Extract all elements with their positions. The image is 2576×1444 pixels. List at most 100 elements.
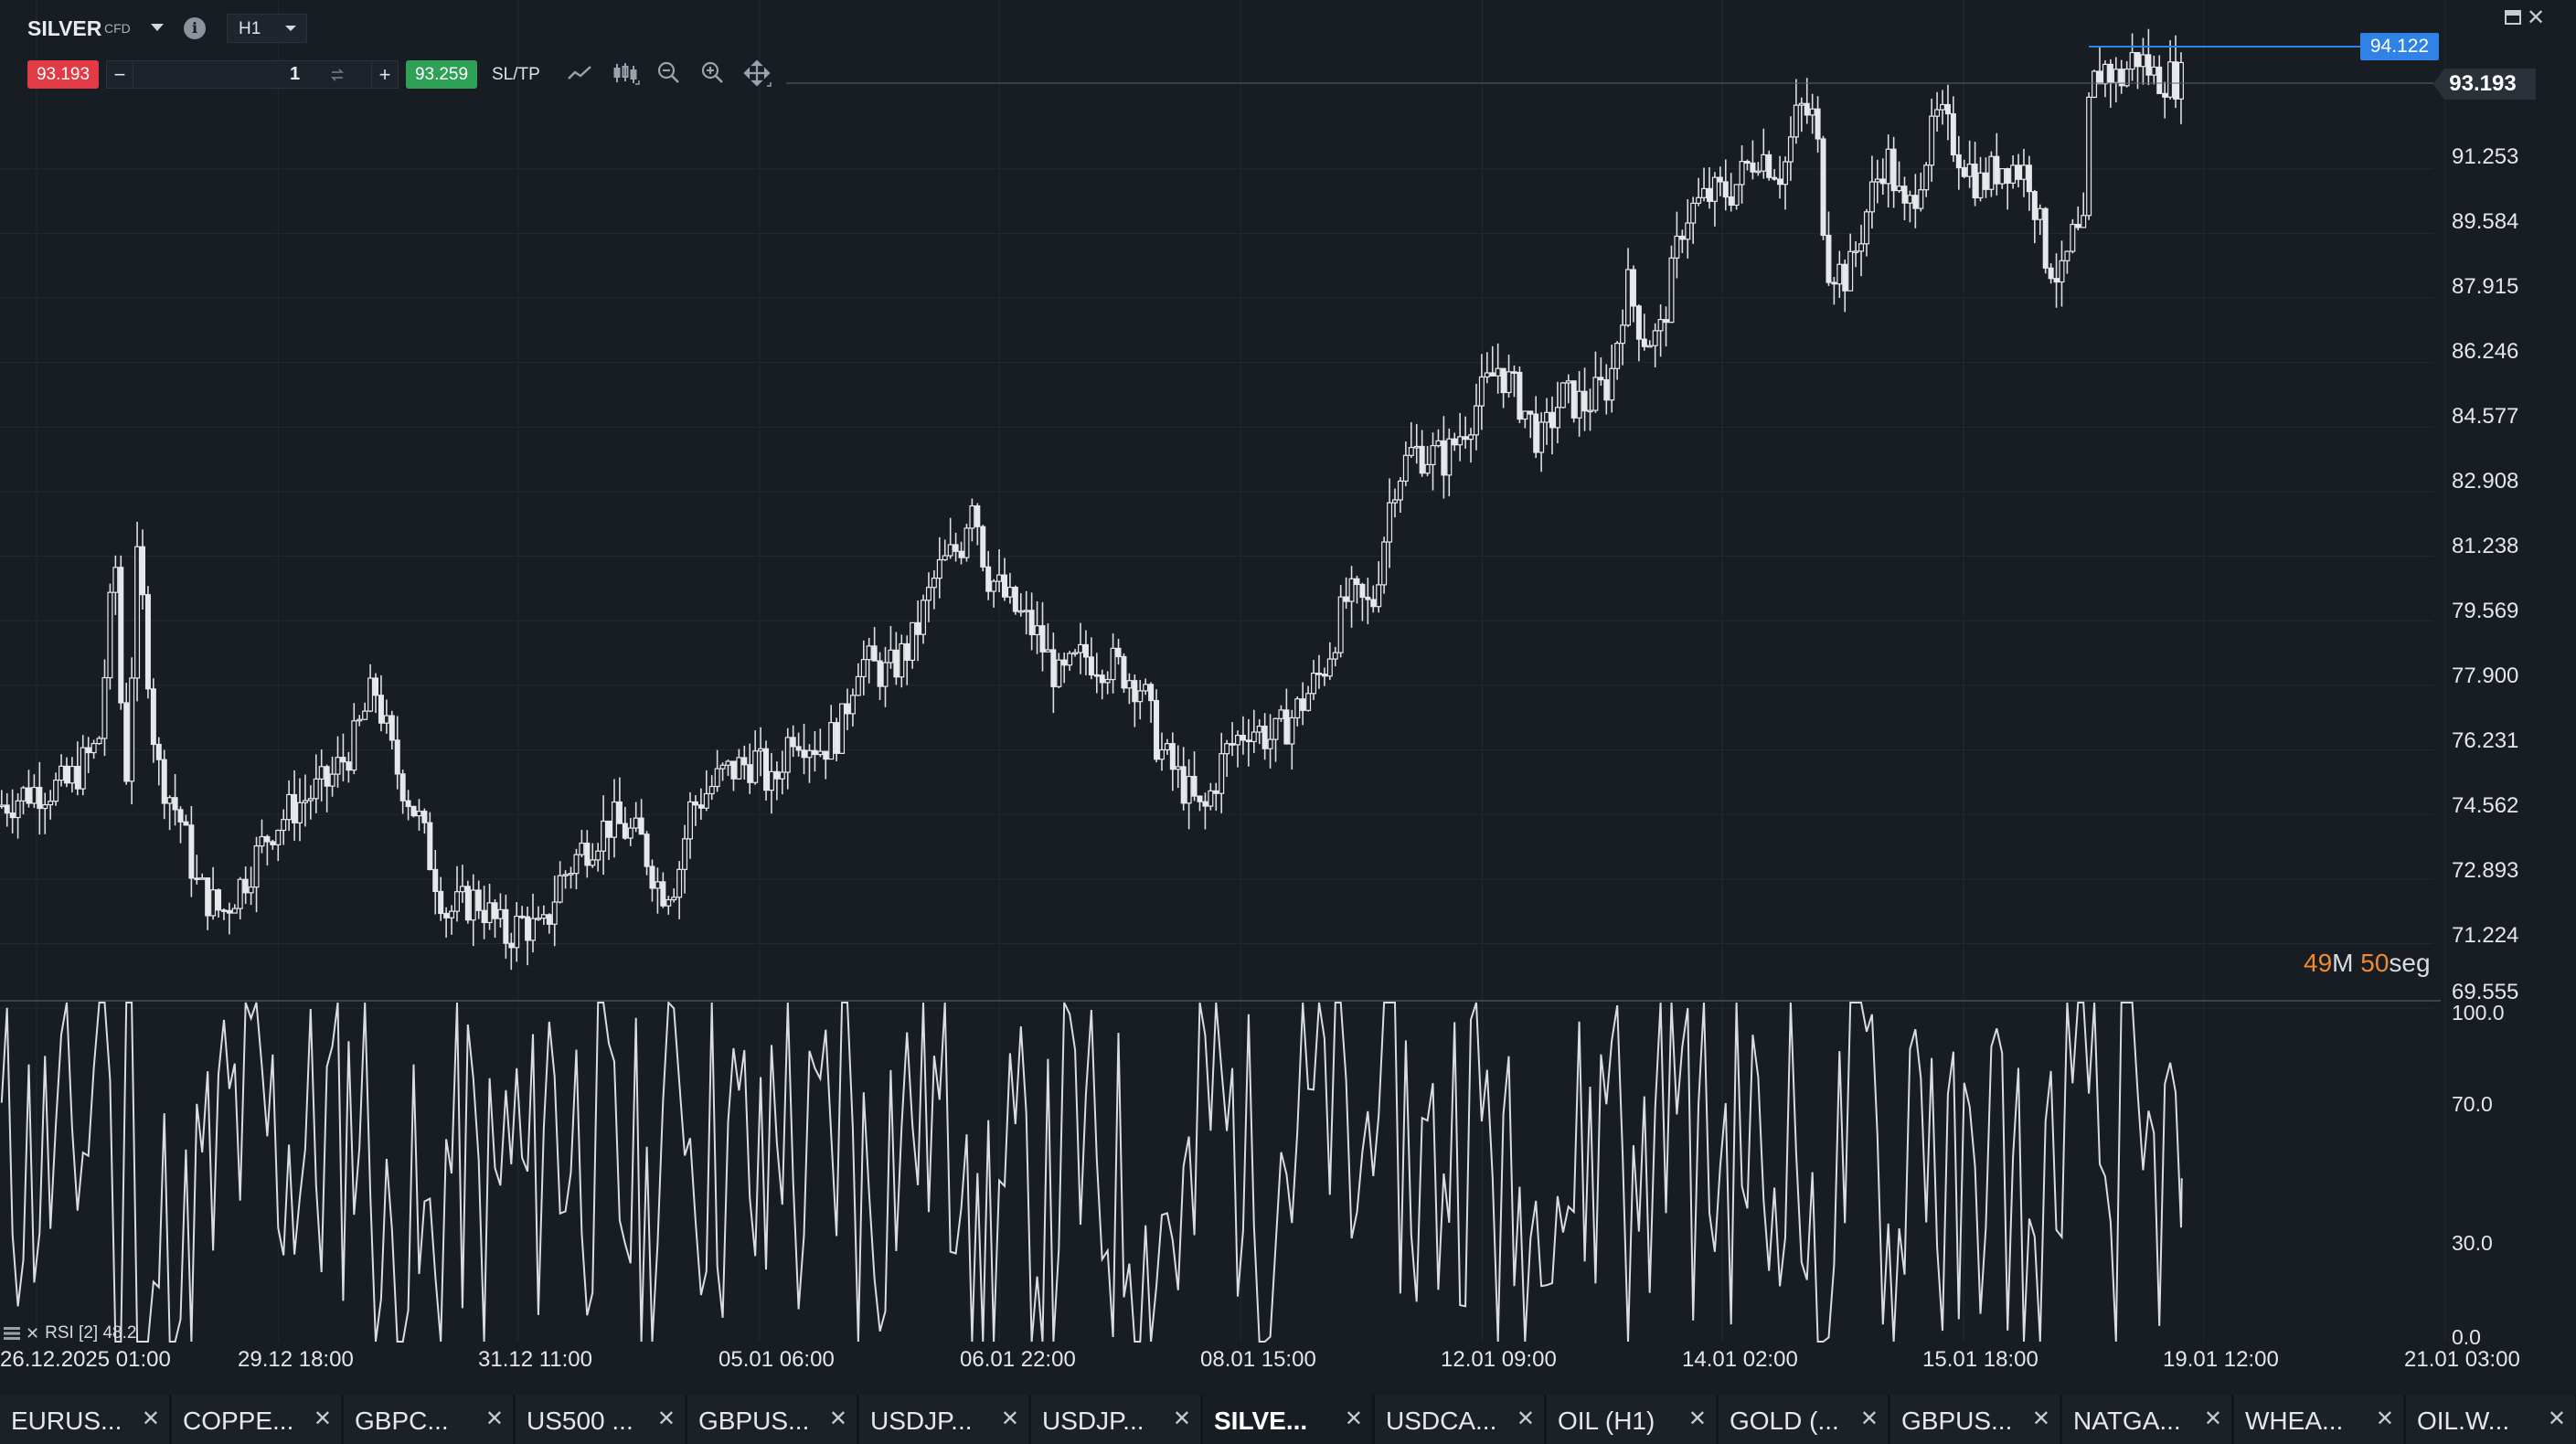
close-icon[interactable]: ✕ [828, 1407, 847, 1431]
close-icon[interactable]: ✕ [2547, 1407, 2566, 1431]
instrument-tab[interactable]: OIL (H1) ✕ [1547, 1395, 1716, 1444]
close-icon[interactable]: ✕ [26, 1323, 40, 1343]
rsi-axis-label: 30.0 [2452, 1231, 2493, 1255]
candle-body-down [155, 743, 162, 760]
close-icon[interactable]: ✕ [1000, 1407, 1019, 1431]
quantity-decrease-button[interactable]: − [107, 61, 133, 88]
candle-body-up [1484, 372, 1490, 378]
candle-body-up [611, 801, 617, 838]
candle-body-up [1868, 181, 1875, 213]
close-icon[interactable]: ✕ [2375, 1407, 2394, 1431]
instrument-tab[interactable]: GOLD (... ✕ [1719, 1395, 1888, 1444]
candle-body-up [1863, 211, 1869, 245]
close-icon[interactable]: ✕ [484, 1407, 504, 1431]
candle-body-down [1972, 164, 1978, 199]
instrument-tab[interactable]: NATGA... ✕ [2062, 1395, 2231, 1444]
candle [747, 743, 753, 794]
candle-body-up [1652, 330, 1658, 346]
candle-body-down [1240, 735, 1246, 741]
candle-body-up [1424, 463, 1431, 474]
candle [1251, 709, 1257, 753]
quantity-increase-button[interactable]: + [371, 61, 398, 88]
symbol-name[interactable]: SILVER [27, 16, 102, 40]
swap-icon[interactable] [328, 66, 346, 84]
close-icon[interactable]: ✕ [141, 1407, 160, 1431]
candle-body-down [37, 786, 43, 810]
candle [183, 814, 189, 826]
candle [633, 802, 639, 833]
instrument-tab[interactable]: WHEA... ✕ [2234, 1395, 2403, 1444]
chevron-down-icon[interactable] [146, 18, 168, 37]
candle [26, 770, 32, 808]
close-icon[interactable]: ✕ [313, 1407, 332, 1431]
candle [1191, 751, 1198, 802]
candle-body-up [2086, 96, 2092, 217]
instrument-tab[interactable]: USDJP... ✕ [859, 1395, 1028, 1444]
candle-body-up [921, 600, 927, 635]
close-icon[interactable]: ✕ [2031, 1407, 2050, 1431]
candle-body-up [416, 811, 422, 817]
window-controls: ✕ [2497, 5, 2552, 31]
timeframe-select[interactable]: H1 [227, 14, 307, 43]
candle-body-up [2151, 66, 2157, 76]
candle [20, 785, 27, 815]
candle [676, 861, 683, 919]
instrument-tab[interactable]: OIL.W... ✕ [2406, 1395, 2575, 1444]
close-icon[interactable]: ✕ [1172, 1407, 1191, 1431]
sell-button[interactable]: 93.193 [27, 60, 99, 89]
candle-body-up [259, 835, 265, 847]
close-icon[interactable]: ✕ [2527, 5, 2546, 30]
instrument-tab[interactable]: GBPC... ✕ [344, 1395, 513, 1444]
instrument-tab[interactable]: COPPE... ✕ [172, 1395, 341, 1444]
close-icon[interactable]: ✕ [1344, 1407, 1363, 1431]
candle-body-down [63, 765, 69, 784]
close-icon[interactable]: ✕ [1687, 1407, 1707, 1431]
candle [1815, 96, 1821, 154]
instrument-tab[interactable]: GBPUS... ✕ [1890, 1395, 2060, 1444]
maximize-icon[interactable] [2505, 10, 2521, 25]
candle-body-up [286, 793, 293, 821]
instrument-tab[interactable]: GBPUS... ✕ [687, 1395, 857, 1444]
candle-body-up [449, 910, 455, 918]
candle [1831, 276, 1837, 305]
candle [921, 594, 927, 644]
candle-body-down [660, 881, 666, 907]
rsi-line [0, 1000, 2183, 1343]
candle-body-up [1186, 775, 1192, 804]
candle [2081, 192, 2087, 228]
menu-icon[interactable] [4, 1327, 20, 1340]
instrument-tab[interactable]: EURUS... ✕ [0, 1395, 169, 1444]
zoom-out-icon[interactable] [655, 58, 684, 88]
candlestick-chart-icon[interactable] [611, 58, 640, 88]
close-icon[interactable]: ✕ [1516, 1407, 1535, 1431]
info-icon[interactable]: i [184, 17, 206, 39]
candle-body-up [199, 877, 206, 880]
candle [48, 790, 54, 820]
candle [1115, 639, 1122, 665]
close-icon[interactable]: ✕ [1859, 1407, 1879, 1431]
zoom-in-icon[interactable] [698, 58, 728, 88]
instrument-tab-active[interactable]: SILVE... ✕ [1203, 1395, 1372, 1444]
candle-body-down [1826, 234, 1832, 283]
sltp-button[interactable]: SL/TP [492, 65, 540, 84]
price-chart[interactable] [0, 0, 2576, 1395]
instrument-tab[interactable]: USDJP... ✕ [1031, 1395, 1200, 1444]
instrument-tab[interactable]: USDCA... ✕ [1375, 1395, 1544, 1444]
close-icon[interactable]: ✕ [656, 1407, 676, 1431]
candle [1798, 97, 1804, 133]
candle-body-down [790, 737, 796, 748]
candle [877, 652, 883, 700]
instrument-tab[interactable]: US500 ... ✕ [516, 1395, 685, 1444]
candle [1164, 738, 1170, 755]
quantity-input[interactable]: 1 [290, 64, 301, 84]
candle [1576, 370, 1582, 437]
candle [1424, 446, 1431, 477]
line-chart-icon[interactable] [565, 58, 594, 88]
candle-body-down [904, 642, 910, 662]
candle [1630, 265, 1636, 323]
crosshair-icon[interactable] [742, 58, 772, 88]
candle [394, 716, 400, 790]
buy-button[interactable]: 93.259 [406, 60, 477, 89]
candle [1256, 719, 1262, 745]
close-icon[interactable]: ✕ [2203, 1407, 2222, 1431]
